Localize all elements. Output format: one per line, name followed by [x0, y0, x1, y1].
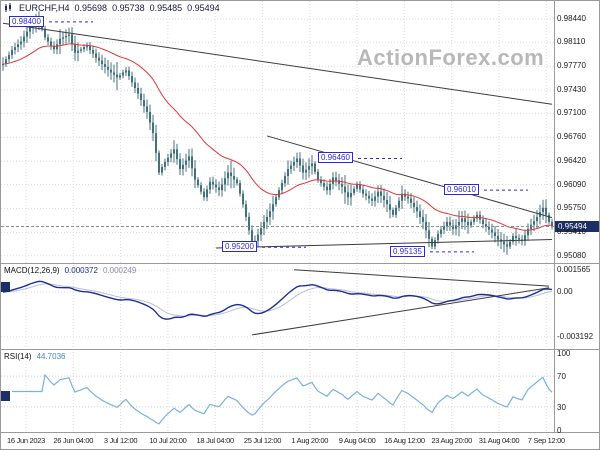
panel-separators: [1, 1, 599, 433]
level-callouts: [49, 21, 528, 253]
gridlines: [1, 1, 554, 432]
candles: [2, 11, 553, 255]
trendlines: [1, 22, 554, 336]
rsi-line: [12, 373, 553, 425]
macd-lines: [2, 280, 553, 320]
moving-average-line: [2, 43, 553, 231]
